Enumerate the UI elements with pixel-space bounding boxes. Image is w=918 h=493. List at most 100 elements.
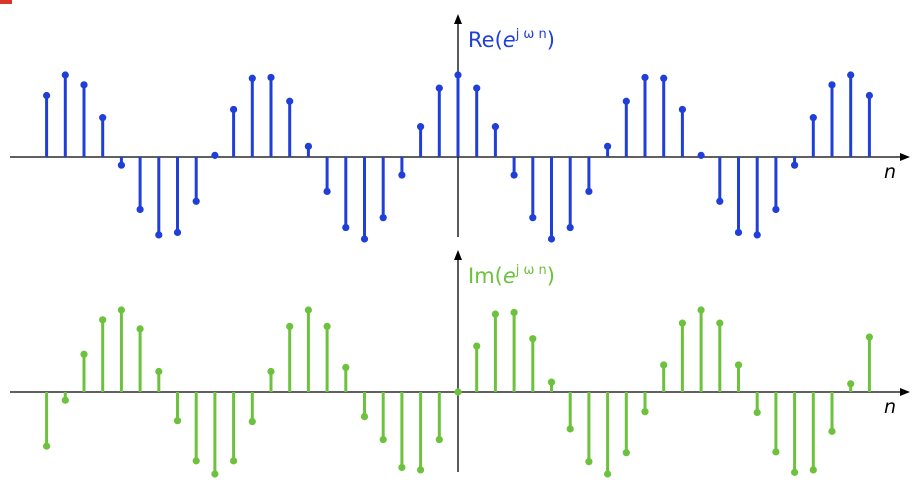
real-marker-15	[734, 228, 743, 237]
imag-y-axis-arrow	[454, 250, 462, 260]
real-marker--19	[99, 114, 107, 122]
imag-marker--19	[99, 316, 107, 324]
real-marker-9	[622, 97, 630, 105]
imag-marker--12	[230, 457, 238, 465]
imag-marker-17	[772, 448, 780, 456]
real-marker-20	[828, 81, 836, 89]
real-marker-19	[809, 114, 817, 122]
imag-marker--2	[417, 466, 425, 474]
imag-marker--8	[304, 306, 312, 314]
imag-marker-7	[585, 458, 593, 466]
real-marker--9	[286, 97, 294, 105]
real-marker--21	[61, 71, 69, 79]
imag-marker--10	[267, 367, 275, 376]
real-marker-8	[604, 142, 612, 150]
real-marker-17	[772, 205, 780, 214]
real-marker-12	[678, 105, 687, 114]
real-marker-18	[791, 161, 799, 169]
imag-marker--17	[136, 325, 144, 333]
imag-marker-15	[734, 361, 743, 369]
real-marker--12	[230, 105, 238, 114]
real-marker--18	[117, 161, 125, 169]
real-y-axis-arrow	[454, 14, 462, 24]
imag-marker-16	[753, 408, 761, 417]
imag-marker--7	[323, 322, 331, 330]
imag-marker--21	[61, 396, 69, 404]
real-marker-16	[753, 231, 761, 239]
real-marker--2	[417, 123, 425, 131]
real-y-axis-label: Re(ej ω n)	[468, 27, 555, 52]
imag-marker-5	[547, 378, 556, 386]
real-marker--13	[211, 151, 219, 159]
imag-marker-12	[678, 319, 687, 327]
real-marker--10	[267, 73, 275, 82]
imag-marker--9	[286, 322, 294, 330]
real-marker-1	[473, 84, 481, 92]
imag-marker-22	[865, 333, 874, 341]
imag-marker--6	[342, 363, 350, 371]
real-marker-7	[585, 187, 593, 196]
real-marker--15	[173, 228, 182, 237]
real-marker-22	[865, 91, 874, 100]
imag-marker-1	[473, 342, 481, 350]
imag-marker-20	[828, 427, 836, 435]
imag-marker-18	[791, 468, 799, 476]
real-marker-3	[510, 171, 518, 179]
imag-marker-14	[716, 319, 724, 327]
imag-y-axis-label: Im(ej ω n)	[468, 263, 555, 288]
real-marker--17	[136, 205, 144, 214]
imag-marker-9	[622, 449, 630, 457]
imag-marker-11	[660, 361, 668, 369]
real-marker-0	[454, 71, 462, 79]
real-marker--1	[435, 84, 443, 92]
real-x-axis-label: n	[884, 161, 896, 183]
imag-marker-13	[697, 306, 705, 314]
imag-marker--13	[211, 470, 219, 478]
imag-marker-19	[809, 466, 817, 474]
imag-marker--16	[155, 367, 163, 376]
real-marker--8	[304, 142, 312, 150]
real-marker-6	[566, 223, 574, 232]
imag-marker-8	[604, 470, 612, 478]
imag-marker--22	[43, 442, 51, 450]
real-marker--4	[379, 214, 387, 222]
real-marker--11	[248, 74, 256, 82]
imag-marker-4	[529, 335, 537, 343]
imag-marker-6	[566, 425, 574, 433]
imag-marker-3	[510, 308, 518, 317]
imag-marker--15	[173, 417, 182, 425]
imag-marker-10	[641, 408, 649, 416]
real-marker--14	[192, 197, 200, 205]
imag-marker-0	[454, 388, 462, 396]
corner-mark	[0, 0, 12, 4]
imag-marker--4	[379, 435, 387, 444]
real-marker-2	[491, 123, 499, 131]
imag-marker--18	[117, 306, 125, 314]
real-marker-11	[660, 74, 668, 82]
real-marker-13	[697, 151, 705, 159]
real-marker-10	[641, 73, 649, 82]
imag-marker--14	[192, 457, 200, 465]
imag-marker--11	[248, 417, 256, 426]
real-marker-4	[529, 214, 537, 222]
real-marker--16	[155, 231, 163, 239]
imag-x-axis-arrow	[900, 388, 910, 396]
imag-x-axis-label: n	[884, 396, 896, 418]
real-marker--3	[398, 171, 406, 179]
real-marker-5	[547, 235, 556, 243]
imag-marker--20	[80, 350, 88, 358]
real-marker--20	[80, 81, 88, 89]
imag-marker--3	[398, 463, 406, 472]
real-marker-21	[847, 71, 855, 79]
real-marker-14	[716, 197, 724, 205]
imag-marker--1	[435, 435, 443, 444]
real-marker--7	[323, 187, 331, 196]
imag-marker--5	[360, 413, 369, 421]
real-marker--6	[342, 223, 350, 232]
imag-marker-21	[847, 380, 855, 388]
real-marker--5	[360, 235, 369, 243]
imag-marker-2	[491, 310, 499, 318]
real-x-axis-arrow	[900, 153, 910, 161]
